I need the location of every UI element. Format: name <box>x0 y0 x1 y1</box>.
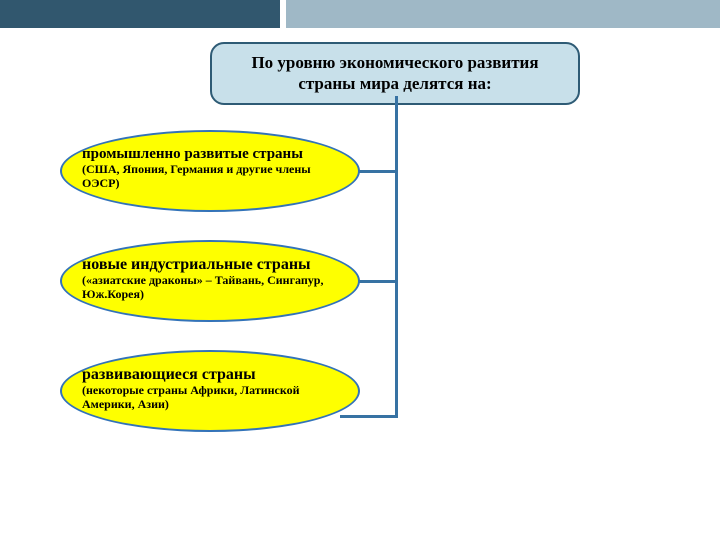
category-sub: («азиатские драконы» – Тайвань, Сингапур… <box>82 274 338 302</box>
title-line-1: По уровню экономического развития <box>230 52 560 73</box>
category-main: новые индустриальные страны <box>82 256 338 274</box>
category-sub: (США, Япония, Германия и другие члены ОЭ… <box>82 163 338 191</box>
category-main: промышленно развитые страны <box>82 146 338 163</box>
top-bar-dark <box>0 0 280 28</box>
category-node: новые индустриальные страны («азиатские … <box>60 240 360 322</box>
top-bar-light <box>286 0 720 28</box>
title-line-2: страны мира делятся на: <box>230 73 560 94</box>
top-accent-bar <box>0 0 720 28</box>
category-main: развивающиеся страны <box>82 366 338 384</box>
connector-branch <box>340 415 398 418</box>
category-sub: (некоторые страны Африки, Латинской Амер… <box>82 384 338 412</box>
category-node: развивающиеся страны (некоторые страны А… <box>60 350 360 432</box>
connector-stem <box>395 96 398 418</box>
category-node: промышленно развитые страны (США, Япония… <box>60 130 360 212</box>
